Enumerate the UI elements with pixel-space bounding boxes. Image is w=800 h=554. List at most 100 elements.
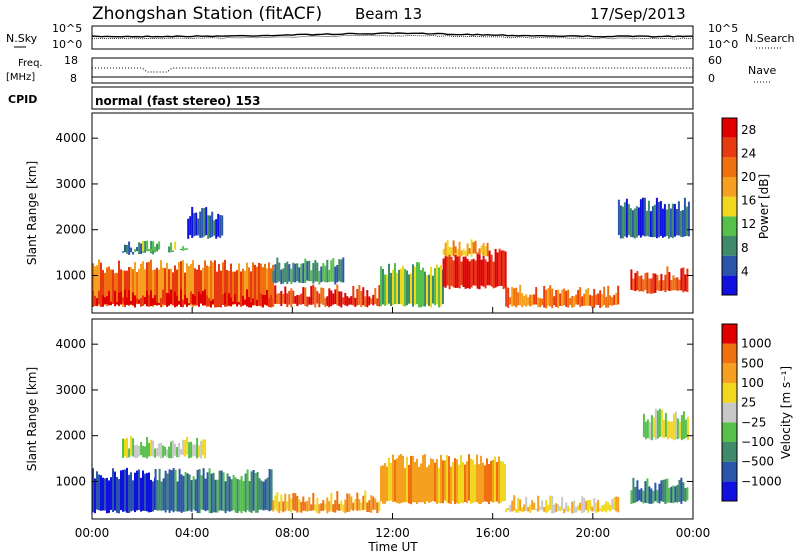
heatmap-cell [174, 241, 177, 250]
heatmap-cell [276, 492, 279, 512]
heatmap-cell [328, 269, 331, 282]
heatmap-cell [182, 475, 185, 512]
heatmap-cell [589, 500, 592, 511]
heatmap-cell [122, 438, 124, 458]
heatmap-cell [314, 260, 317, 282]
heatmap-cell [210, 473, 213, 514]
heatmap-cell [138, 299, 140, 304]
heatmap-cell [108, 480, 110, 513]
heatmap-cell [442, 258, 445, 287]
heatmap-cell [330, 260, 333, 282]
heatmap-cell [686, 268, 689, 293]
heatmap-cell [396, 272, 398, 305]
freq-tick-bottom: 8 [70, 72, 77, 85]
heatmap-cell [104, 478, 106, 511]
heatmap-cell [412, 264, 414, 307]
heatmap-cell [382, 465, 384, 504]
colorbar-swatch [722, 324, 737, 344]
heatmap-cell [176, 269, 178, 304]
heatmap-cell [390, 272, 392, 306]
heatmap-cell [234, 271, 236, 305]
heatmap-cell [216, 271, 218, 308]
heatmap-cell [230, 297, 232, 306]
heatmap-cell [212, 299, 214, 304]
heatmap-cell [120, 470, 122, 511]
colorbar-swatch [722, 481, 737, 501]
heatmap-cell [168, 269, 170, 306]
heatmap-cell [482, 252, 485, 287]
heatmap-cell [142, 261, 144, 306]
heatmap-cell [238, 263, 240, 305]
heatmap-cell [242, 295, 244, 306]
heatmap-cell [320, 266, 323, 283]
heatmap-cell [214, 479, 217, 513]
heatmap-cell [661, 208, 664, 238]
heatmap-cell [172, 272, 174, 306]
heatmap-cell [262, 481, 265, 511]
heatmap-cell [362, 287, 365, 306]
heatmap-cell [314, 504, 317, 511]
heatmap-cell [470, 239, 473, 257]
heatmap-cell [627, 204, 630, 236]
heatmap-cell [637, 207, 640, 236]
heatmap-cell [186, 436, 189, 455]
heatmap-cell [190, 264, 192, 306]
heatmap-cell [615, 496, 618, 512]
x-tick-label: 16:00 [475, 526, 510, 540]
colorbar-title: Velocity [m s⁻¹] [779, 366, 793, 459]
heatmap-cell [94, 295, 96, 306]
heatmap-cell [577, 289, 580, 305]
heatmap-cell [630, 269, 633, 290]
heatmap-cell [286, 501, 289, 510]
heatmap-cell [162, 289, 164, 305]
heatmap-cell [126, 245, 128, 254]
heatmap-cell [264, 295, 266, 305]
heatmap-cell [504, 463, 506, 501]
heatmap-cell [140, 263, 142, 304]
heatmap-cell [553, 296, 556, 306]
nsearch-trace [91, 34, 694, 40]
heatmap-cell [158, 468, 161, 511]
heatmap-cell [677, 201, 680, 236]
heatmap-cell [647, 200, 650, 237]
heatmap-cell [515, 287, 518, 308]
heatmap-cell [296, 495, 299, 513]
heatmap-cell [642, 413, 645, 438]
heatmap-cell [635, 206, 638, 238]
heatmap-cell [100, 475, 102, 511]
heatmap-cell [221, 215, 224, 236]
heatmap-cell [428, 274, 430, 306]
heatmap-cell [676, 484, 679, 503]
heatmap-cell [274, 285, 277, 304]
heatmap-cell [645, 210, 648, 236]
heatmap-cell [466, 243, 469, 257]
heatmap-cell [652, 490, 655, 504]
heatmap-cell [180, 248, 183, 251]
heatmap-cell [478, 248, 481, 255]
heatmap-cell [655, 197, 658, 239]
heatmap-cell [418, 466, 420, 503]
heatmap-cell [388, 263, 390, 304]
heatmap-cell [374, 498, 377, 510]
heatmap-cell [170, 470, 173, 511]
heatmap-cell [212, 472, 215, 513]
heatmap-cell [579, 287, 582, 308]
heatmap-cell [246, 262, 248, 307]
heatmap-cell [684, 419, 687, 438]
heatmap-cell [670, 486, 673, 503]
heatmap-cell [178, 442, 181, 458]
heatmap-cell [630, 490, 633, 505]
heatmap-cell [484, 465, 486, 502]
heatmap-cell [195, 212, 198, 236]
heatmap-cell [464, 250, 467, 256]
heatmap-cell [444, 460, 446, 501]
y-tick-label: 2000 [55, 429, 86, 443]
heatmap-cell [322, 263, 325, 282]
heatmap-cell [132, 480, 134, 511]
heatmap-cell [232, 271, 234, 305]
heatmap-cell [228, 293, 230, 306]
heatmap-cell [332, 293, 335, 305]
heatmap-cell [220, 296, 222, 307]
x-tick-label: 04:00 [175, 526, 210, 540]
velocity-panel: 1000 2000 3000 4000 Slant Range [km] [25, 318, 694, 520]
